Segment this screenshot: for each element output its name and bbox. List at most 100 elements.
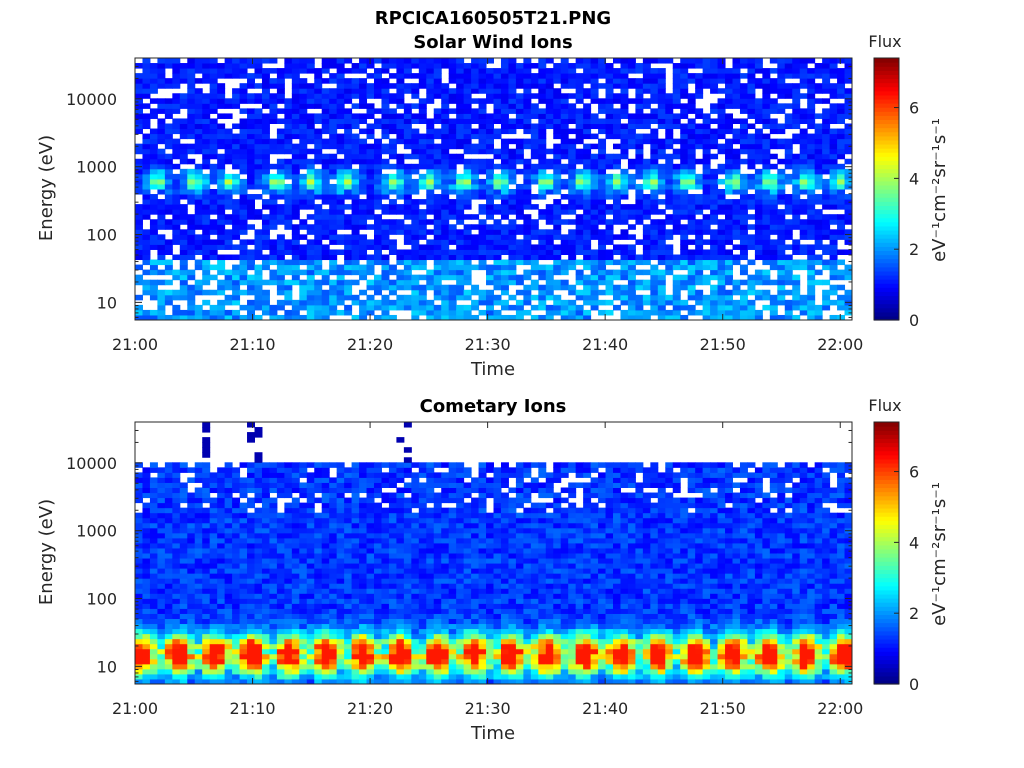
heatmap-cell xyxy=(583,214,592,220)
heatmap-cell xyxy=(784,304,793,311)
heatmap-cell xyxy=(344,163,353,170)
heatmap-cell xyxy=(665,98,674,104)
heatmap-cell xyxy=(463,304,472,311)
heatmap-cell xyxy=(202,447,211,453)
heatmap-cell xyxy=(710,143,719,150)
heatmap-cell xyxy=(471,58,480,64)
heatmap-cell xyxy=(844,78,853,84)
heatmap-cell xyxy=(261,88,270,94)
heatmap-cell xyxy=(142,608,151,614)
heatmap-cell xyxy=(306,304,315,311)
heatmap-cell xyxy=(164,487,173,494)
heatmap-cell xyxy=(314,314,323,321)
heatmap-cell xyxy=(732,304,741,311)
heatmap-cell xyxy=(538,244,547,250)
heatmap-cell xyxy=(598,239,607,245)
heatmap-cell xyxy=(299,189,308,195)
heatmap-cell xyxy=(194,168,203,175)
heatmap-cell xyxy=(545,284,554,291)
heatmap-cell xyxy=(149,553,158,559)
heatmap-cell xyxy=(374,199,382,205)
heatmap-cell xyxy=(538,118,547,124)
heatmap-cell xyxy=(695,259,704,266)
heatmap-cell xyxy=(359,148,368,155)
heatmap-cell xyxy=(560,93,569,99)
heatmap-cell xyxy=(717,189,726,195)
heatmap-cell xyxy=(732,214,741,220)
heatmap-cell xyxy=(456,68,465,74)
heatmap-cell xyxy=(687,158,696,165)
heatmap-cell xyxy=(530,173,539,180)
heatmap-cell xyxy=(762,274,771,281)
heatmap-cell xyxy=(411,103,420,109)
heatmap-cell xyxy=(321,113,330,119)
heatmap-cell xyxy=(493,229,502,235)
heatmap-cell xyxy=(329,93,338,99)
heatmap-cell xyxy=(306,314,315,321)
heatmap-cell xyxy=(725,264,733,271)
heatmap-cell xyxy=(261,663,270,670)
heatmap-cell xyxy=(568,128,577,135)
heatmap-cell xyxy=(829,199,838,205)
heatmap-cell xyxy=(396,269,405,276)
heatmap-cell xyxy=(650,194,659,200)
heatmap-cell xyxy=(829,299,838,306)
heatmap-cell xyxy=(620,294,629,301)
heatmap-cell xyxy=(672,194,681,200)
heatmap-cell xyxy=(254,477,263,483)
heatmap-cell xyxy=(209,163,218,170)
heatmap-cell xyxy=(396,178,405,185)
heatmap-cell xyxy=(486,133,494,140)
heatmap-cell xyxy=(194,563,203,569)
heatmap-cell xyxy=(232,568,241,574)
heatmap-cell xyxy=(217,83,226,89)
heatmap-cell xyxy=(336,58,345,64)
heatmap-cell xyxy=(232,588,241,594)
heatmap-cell xyxy=(403,133,412,140)
heatmap-cell xyxy=(493,209,502,215)
heatmap-cell xyxy=(381,269,390,276)
heatmap-cell xyxy=(560,178,569,185)
heatmap-cell xyxy=(613,143,621,150)
heatmap-cell xyxy=(232,542,241,549)
heatmap-cell xyxy=(687,148,696,155)
heatmap-cell xyxy=(739,269,748,276)
heatmap-cell xyxy=(135,158,143,165)
heatmap-cell xyxy=(284,259,293,266)
heatmap-cell xyxy=(187,628,196,635)
heatmap-cell xyxy=(754,204,763,210)
heatmap-cell xyxy=(381,189,390,195)
heatmap-cell xyxy=(254,98,263,104)
heatmap-cell xyxy=(329,189,338,195)
heatmap-cell xyxy=(194,289,203,296)
heatmap-cell xyxy=(329,183,338,190)
heatmap-cell xyxy=(725,118,733,124)
heatmap-cell xyxy=(799,199,808,205)
heatmap-cell xyxy=(635,279,644,286)
heatmap-cell xyxy=(687,274,696,281)
heatmap-cell xyxy=(418,224,427,230)
heatmap-cell xyxy=(687,284,696,291)
heatmap-cell xyxy=(209,512,218,519)
heatmap-cell xyxy=(179,214,188,220)
heatmap-cell xyxy=(239,269,248,276)
heatmap-cell xyxy=(433,264,442,271)
heatmap-cell xyxy=(657,219,666,225)
heatmap-cell xyxy=(792,103,801,109)
heatmap-cell xyxy=(500,123,509,130)
heatmap-cell xyxy=(172,214,181,220)
heatmap-cell xyxy=(306,259,315,266)
heatmap-cell xyxy=(583,73,592,79)
heatmap-cell xyxy=(590,178,599,185)
heatmap-cell xyxy=(493,103,502,109)
heatmap-cell xyxy=(254,628,263,635)
heatmap-cell xyxy=(769,58,778,64)
heatmap-cell xyxy=(702,113,711,119)
heatmap-cell xyxy=(135,537,143,544)
heatmap-cell xyxy=(209,472,218,478)
heatmap-cell xyxy=(217,143,226,150)
heatmap-cell xyxy=(217,113,226,119)
heatmap-cell xyxy=(261,229,270,235)
heatmap-cell xyxy=(291,63,300,69)
heatmap-cell xyxy=(807,83,816,89)
